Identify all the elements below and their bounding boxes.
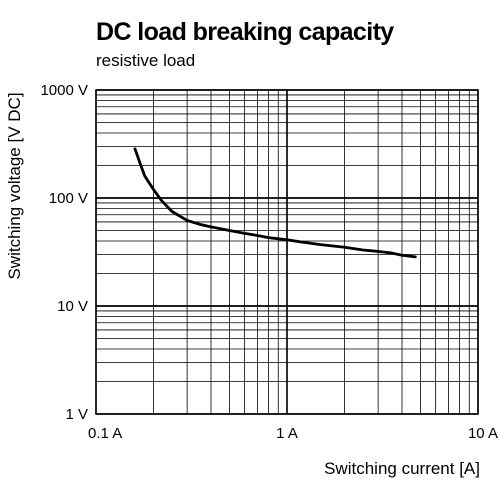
curve-layer bbox=[133, 147, 417, 259]
chart-grid bbox=[95, 89, 479, 415]
y-tick-label: 100 V bbox=[49, 190, 88, 207]
y-tick-labels: 1 V 10 V 100 V 1000 V bbox=[40, 82, 88, 423]
plot-border bbox=[95, 89, 479, 415]
series-line-0 bbox=[133, 147, 417, 259]
chart-subtitle: resistive load bbox=[96, 51, 196, 70]
y-tick-label: 10 V bbox=[57, 298, 88, 315]
y-tick-label: 1 V bbox=[65, 406, 88, 423]
chart-title: DC load breaking capacity bbox=[96, 18, 394, 46]
x-tick-label: 1 A bbox=[276, 425, 298, 442]
x-tick-labels: 0.1 A 1 A 10 A bbox=[88, 425, 498, 442]
y-tick-label: 1000 V bbox=[40, 82, 88, 99]
x-tick-label: 0.1 A bbox=[88, 425, 122, 442]
plot-frame bbox=[95, 89, 479, 415]
x-axis-label: Switching current [A] bbox=[324, 459, 480, 478]
x-tick-label: 10 A bbox=[468, 425, 498, 442]
y-axis-label: Switching voltage [V DC] bbox=[5, 92, 24, 279]
